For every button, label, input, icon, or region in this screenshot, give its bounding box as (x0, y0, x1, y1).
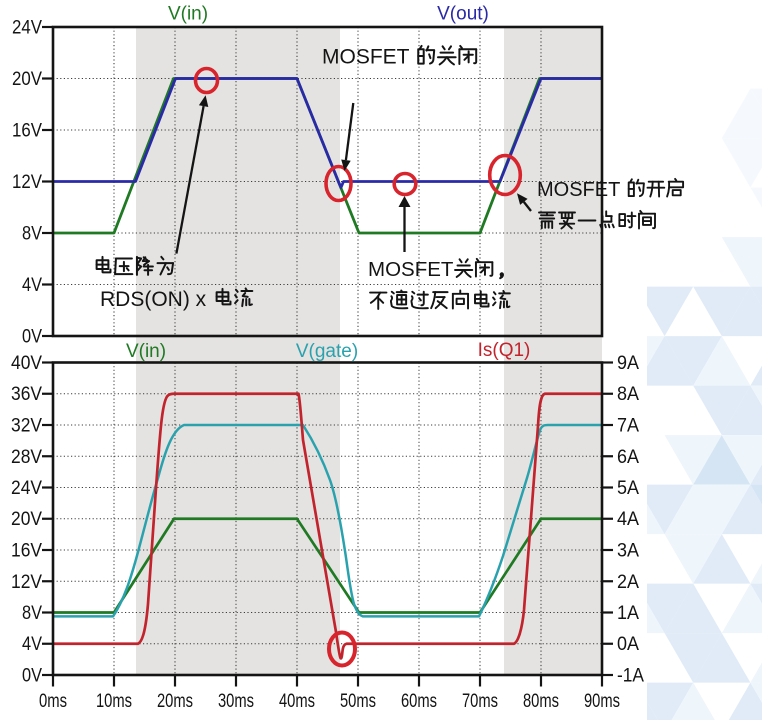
svg-text:10ms: 10ms (96, 691, 132, 712)
svg-text:4A: 4A (617, 509, 639, 530)
svg-text:36V: 36V (11, 384, 42, 405)
svg-text:-1A: -1A (617, 666, 644, 687)
svg-text:MOSFET: MOSFET (368, 258, 454, 281)
svg-text:4V: 4V (22, 275, 42, 296)
svg-text:24V: 24V (12, 18, 42, 39)
svg-text:9A: 9A (617, 353, 639, 374)
svg-text:50ms: 50ms (340, 691, 376, 712)
svg-text:Is(Q1): Is(Q1) (478, 340, 531, 361)
svg-text:0ms: 0ms (39, 691, 67, 712)
svg-text:0V: 0V (22, 666, 42, 687)
svg-text:RDS(ON) x: RDS(ON) x (100, 288, 207, 311)
svg-text:60ms: 60ms (401, 691, 437, 712)
svg-text:1A: 1A (617, 603, 639, 624)
svg-text:12V: 12V (12, 172, 42, 193)
svg-text:30ms: 30ms (218, 691, 254, 712)
svg-text:2A: 2A (617, 572, 639, 593)
svg-text:40ms: 40ms (279, 691, 315, 712)
svg-text:12V: 12V (11, 572, 42, 593)
svg-text:24V: 24V (11, 478, 42, 499)
svg-text:8V: 8V (22, 224, 42, 245)
svg-text:8V: 8V (22, 603, 42, 624)
svg-text:80ms: 80ms (523, 691, 559, 712)
svg-text:70ms: 70ms (462, 691, 498, 712)
svg-text:16V: 16V (11, 541, 42, 562)
svg-text:20ms: 20ms (157, 691, 193, 712)
svg-text:V(in): V(in) (126, 341, 166, 362)
svg-text:MOSFET: MOSFET (537, 179, 620, 201)
svg-text:6A: 6A (617, 447, 639, 468)
svg-text:90ms: 90ms (584, 691, 620, 712)
svg-text:4V: 4V (22, 634, 42, 655)
svg-text:3A: 3A (617, 541, 639, 562)
svg-text:0A: 0A (617, 634, 639, 655)
svg-text:16V: 16V (12, 121, 42, 142)
svg-text:V(out): V(out) (437, 4, 489, 25)
svg-text:28V: 28V (11, 447, 42, 468)
svg-text:7A: 7A (617, 416, 639, 437)
svg-text:V(gate): V(gate) (296, 341, 358, 362)
svg-text:0V: 0V (22, 327, 42, 348)
svg-text:20V: 20V (11, 509, 42, 530)
svg-text:40V: 40V (11, 353, 42, 374)
svg-text:8A: 8A (617, 384, 639, 405)
svg-text:5A: 5A (617, 478, 639, 499)
svg-text:20V: 20V (12, 69, 42, 90)
svg-text:MOSFET: MOSFET (322, 46, 410, 69)
svg-text:V(in): V(in) (168, 4, 208, 25)
svg-text:32V: 32V (11, 416, 42, 437)
